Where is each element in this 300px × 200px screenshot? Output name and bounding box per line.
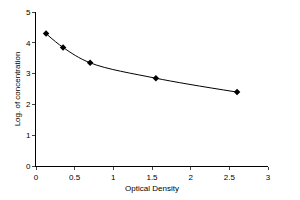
- svg-text:2: 2: [188, 173, 193, 182]
- svg-text:3: 3: [266, 173, 271, 182]
- svg-text:2: 2: [26, 100, 31, 109]
- svg-text:Optical Density: Optical Density: [125, 184, 179, 193]
- svg-text:1: 1: [111, 173, 116, 182]
- svg-text:5: 5: [26, 8, 31, 17]
- svg-text:Log. of concentration: Log. of concentration: [13, 52, 22, 127]
- svg-text:1.5: 1.5: [146, 173, 158, 182]
- svg-text:0: 0: [34, 173, 39, 182]
- svg-text:4: 4: [26, 39, 31, 48]
- svg-text:0.5: 0.5: [69, 173, 81, 182]
- svg-text:0: 0: [26, 162, 31, 171]
- svg-text:3: 3: [26, 69, 31, 78]
- svg-text:2.5: 2.5: [224, 173, 236, 182]
- svg-text:1: 1: [26, 131, 31, 140]
